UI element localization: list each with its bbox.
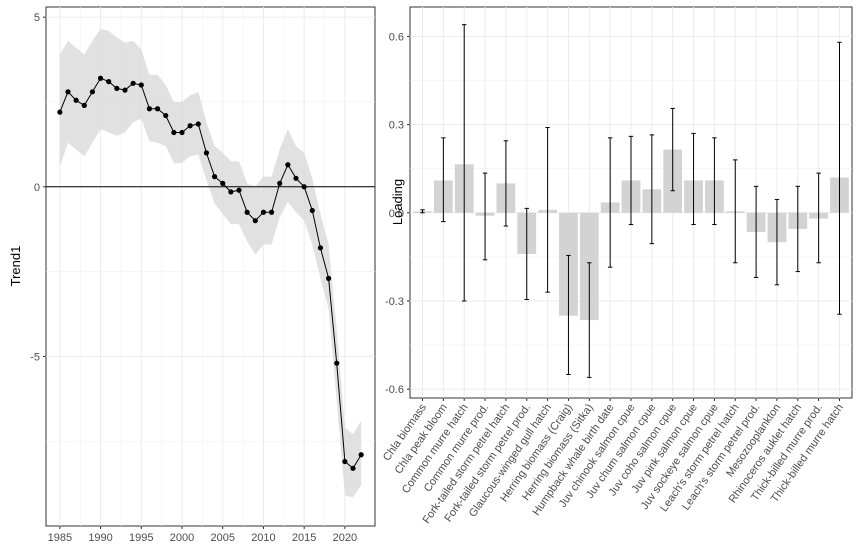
trend-point: [350, 466, 355, 471]
trend-y-tick-label: 5: [34, 12, 40, 24]
trend-point: [220, 181, 225, 186]
trend-point: [65, 89, 70, 94]
trend-point: [82, 103, 87, 108]
trend-point: [236, 188, 241, 193]
trend-point: [131, 81, 136, 86]
trend-panel: 1985 1990 1995 2000 2005 2010 2015 2020 -5 0 5 Tre…: [8, 7, 375, 544]
trend-point: [163, 113, 168, 118]
trend-point: [212, 174, 217, 179]
trend-x-tick-label: 2015: [292, 532, 316, 544]
trend-point: [171, 130, 176, 135]
trend-point: [342, 459, 347, 464]
trend-point: [139, 82, 144, 87]
trend-point: [155, 106, 160, 111]
trend-point: [74, 98, 79, 103]
trend-point: [147, 106, 152, 111]
trend-x-tick-label: 1990: [88, 532, 112, 544]
loading-y-tick-label: 0.3: [389, 120, 404, 132]
trend-point: [204, 150, 209, 155]
trend-point: [90, 89, 95, 94]
trend-point: [302, 184, 307, 189]
loading-y-tick-label: -0.6: [385, 384, 404, 396]
trend-point: [245, 210, 250, 215]
trend-point: [326, 276, 331, 281]
trend-point: [310, 208, 315, 213]
trend-y-axis-title: Trend1: [8, 246, 23, 287]
trend-y-tick-label: 0: [34, 182, 40, 194]
loading-y-axis-title: Loading: [390, 179, 405, 225]
trend-point: [228, 189, 233, 194]
trend-point: [293, 176, 298, 181]
trend-x-tick-label: 1985: [48, 532, 72, 544]
trend-point: [359, 452, 364, 457]
trend-point: [318, 245, 323, 250]
trend-x-tick-label: 1995: [129, 532, 153, 544]
trend-point: [179, 130, 184, 135]
trend-x-tick-label: 2010: [251, 532, 275, 544]
trend-y-tick-label: -5: [30, 351, 40, 363]
trend-x-tick-label: 2000: [170, 532, 194, 544]
trend-point: [106, 79, 111, 84]
trend-point: [114, 86, 119, 91]
trend-x-tick-label: 2005: [210, 532, 234, 544]
loading-y-tick-label: 0.6: [389, 31, 404, 43]
trend-point: [122, 88, 127, 93]
loading-y-tick-label: -0.3: [385, 296, 404, 308]
trend-x-tick-label: 2020: [333, 532, 357, 544]
trend-point: [269, 210, 274, 215]
trend-point: [57, 110, 62, 115]
trend-point: [334, 361, 339, 366]
trend-point: [277, 181, 282, 186]
trend-point: [188, 123, 193, 128]
trend-point: [285, 162, 290, 167]
trend-point: [196, 121, 201, 126]
trend-point: [98, 76, 103, 81]
trend-point: [261, 210, 266, 215]
trend-point: [253, 218, 258, 223]
